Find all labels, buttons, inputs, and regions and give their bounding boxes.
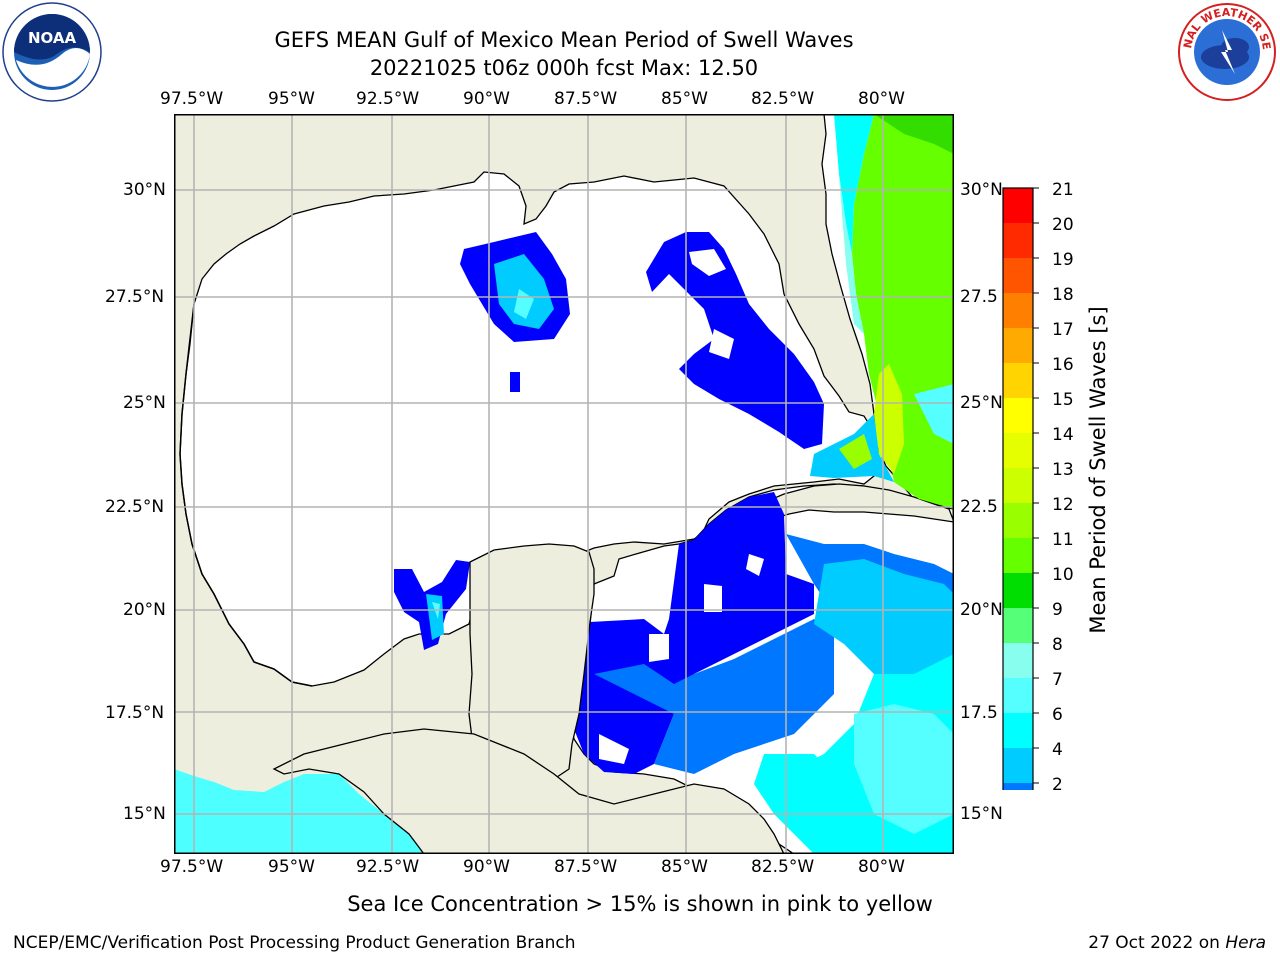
- colorbar-segment: [1003, 293, 1033, 329]
- cb-tick-19: 19: [1052, 250, 1074, 270]
- lon-tick-bottom-4: 90°W: [463, 857, 510, 877]
- cb-tick-17: 17: [1052, 320, 1074, 340]
- cb-tick-9: 9: [1052, 600, 1063, 620]
- central-america: [272, 728, 785, 854]
- colorbar-segment: [1003, 468, 1033, 504]
- lon-tick-bottom-6: 85°W: [661, 857, 708, 877]
- lon-tick-top-6: 85°W: [661, 89, 708, 109]
- footer-date: 27 Oct 2022 on: [1088, 933, 1226, 953]
- cb-tick-2: 2: [1052, 775, 1063, 795]
- noaa-logo-text: NOAA: [28, 29, 77, 47]
- lat-tick-right-5: 20°N: [960, 600, 1003, 620]
- title-line-1: GEFS MEAN Gulf of Mexico Mean Period of …: [274, 28, 854, 52]
- title-line-2: 20221025 t06z 000h fcst Max: 12.50: [369, 56, 759, 80]
- cb-tick-14: 14: [1052, 425, 1074, 445]
- colorbar-segment: [1003, 258, 1033, 294]
- lat-tick-left-7: 15°N: [123, 804, 166, 824]
- lon-tick-bottom-5: 87.5°W: [554, 857, 618, 877]
- cb-tick-16: 16: [1052, 355, 1074, 375]
- lat-tick-left-2: 27.5°N: [105, 287, 165, 307]
- lon-tick-top-4: 90°W: [463, 89, 510, 109]
- sea-ice-note: Sea Ice Concentration > 15% is shown in …: [347, 892, 933, 916]
- lon-tick-bottom-7: 82.5°W: [751, 857, 815, 877]
- graticule: [174, 114, 954, 854]
- swell-field: [394, 114, 954, 854]
- cb-tick-4: 4: [1052, 740, 1063, 760]
- cb-tick-13: 13: [1052, 460, 1074, 480]
- cb-tick-7: 7: [1052, 670, 1063, 690]
- lat-tick-right-7: 15°N: [960, 804, 1003, 824]
- colorbar-segment: [1003, 328, 1033, 364]
- lon-tick-top-8: 80°W: [858, 89, 905, 109]
- colorbar: [995, 180, 1055, 848]
- colorbar-segment: [1003, 538, 1033, 574]
- cb-tick-11: 11: [1052, 530, 1074, 550]
- lat-tick-right-6: 17.5: [960, 703, 998, 723]
- lon-tick-bottom-3: 92.5°W: [356, 857, 420, 877]
- colorbar-segment: [1003, 433, 1033, 469]
- colorbar-segment: [1003, 678, 1033, 714]
- colorbar-segment: [1003, 223, 1033, 259]
- lat-tick-right-3: 25°N: [960, 393, 1003, 413]
- lat-tick-left-1: 30°N: [123, 180, 166, 200]
- colorbar-segment: [1003, 398, 1033, 434]
- lon-tick-top-3: 92.5°W: [356, 89, 420, 109]
- lon-tick-bottom-2: 95°W: [268, 857, 315, 877]
- cb-tick-18: 18: [1052, 285, 1074, 305]
- yucatan-peninsula: [468, 543, 595, 780]
- lat-tick-right-1: 30°N: [960, 180, 1003, 200]
- lon-tick-top-2: 95°W: [268, 89, 315, 109]
- colorbar-segment: [1003, 748, 1033, 784]
- lon-tick-top-5: 87.5°W: [554, 89, 618, 109]
- lon-tick-top-1: 97.5°W: [160, 89, 224, 109]
- lat-tick-left-6: 17.5°N: [105, 703, 165, 723]
- colorbar-segment: [1003, 363, 1033, 399]
- footer-host: Hera: [1225, 933, 1266, 953]
- lon-tick-bottom-8: 80°W: [858, 857, 905, 877]
- colorbar-segment: [1003, 188, 1033, 224]
- cb-tick-21: 21: [1052, 180, 1074, 200]
- cb-tick-15: 15: [1052, 390, 1074, 410]
- lat-tick-right-4: 22.5: [960, 497, 998, 517]
- cb-tick-12: 12: [1052, 495, 1074, 515]
- footer-right: 27 Oct 2022 on Hera: [1088, 933, 1266, 953]
- lon-tick-bottom-1: 97.5°W: [160, 857, 224, 877]
- lon-tick-top-7: 82.5°W: [751, 89, 815, 109]
- noaa-logo: NOAA: [2, 2, 102, 102]
- colorbar-svg: [1001, 187, 1039, 848]
- lat-tick-left-4: 22.5°N: [105, 497, 165, 517]
- map-panel: [174, 114, 954, 854]
- colorbar-segment: [1003, 643, 1033, 679]
- colorbar-tick-labels: 21 20 19 18 17 16 15 14 13 12 11 10 9 8 …: [1052, 180, 1092, 795]
- lat-tick-right-2: 27.5: [960, 287, 998, 307]
- lat-tick-left-5: 20°N: [123, 600, 166, 620]
- cb-tick-10: 10: [1052, 565, 1074, 585]
- colorbar-segment: [1003, 503, 1033, 539]
- colorbar-segment: [1003, 608, 1033, 644]
- cb-tick-8: 8: [1052, 635, 1063, 655]
- lat-tick-left-3: 25°N: [123, 393, 166, 413]
- colorbar-label: Mean Period of Swell Waves [s]: [1086, 306, 1110, 634]
- cb-tick-20: 20: [1052, 215, 1074, 235]
- map-svg: [174, 114, 954, 854]
- colorbar-segment: [1003, 573, 1033, 609]
- colorbar-segment: [1003, 713, 1033, 749]
- colorbar-segment: [1003, 783, 1033, 819]
- nws-logo: NATIONAL WEATHER SERVICE: [1172, 0, 1277, 102]
- cb-tick-6: 6: [1052, 705, 1063, 725]
- footer-left: NCEP/EMC/Verification Post Processing Pr…: [13, 933, 576, 953]
- pacific-ocean: [174, 769, 424, 854]
